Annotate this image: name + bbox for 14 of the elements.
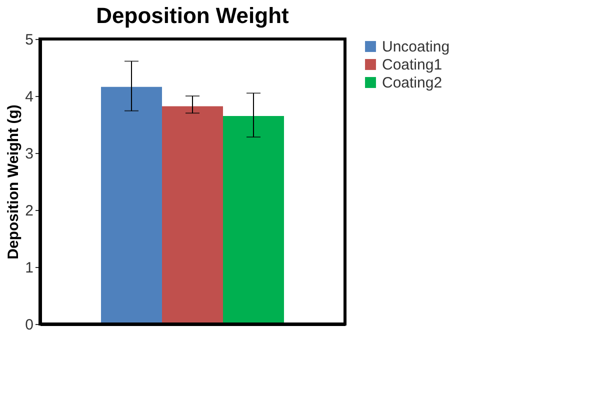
legend-label: Coating1 [382, 56, 442, 74]
chart-title: Deposition Weight [96, 3, 290, 28]
bar [101, 86, 162, 324]
y-tick-label: 4 [25, 88, 34, 106]
y-tick-label: 3 [25, 146, 34, 162]
y-tick-label: 2 [25, 202, 34, 220]
legend-label: Coating2 [382, 74, 442, 92]
bar [223, 116, 284, 324]
y-axis-title: Deposition Weight (g) [5, 104, 22, 260]
y-tick-label: 0 [25, 316, 34, 334]
y-tick-label: 5 [25, 32, 34, 48]
legend-label: Uncoating [382, 38, 450, 56]
bar [162, 106, 223, 324]
y-tick-label: 1 [25, 260, 34, 276]
